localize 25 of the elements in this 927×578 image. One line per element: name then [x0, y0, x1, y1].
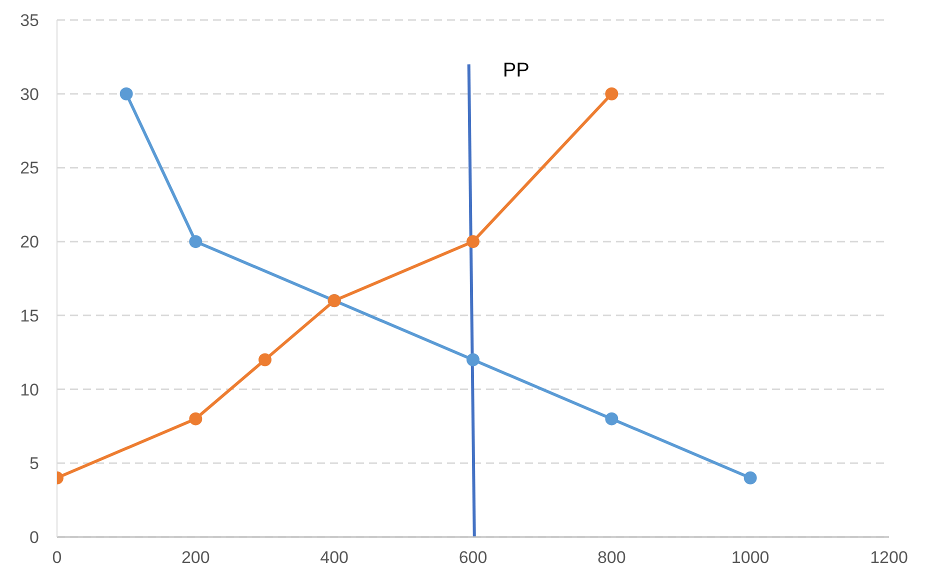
point	[258, 353, 272, 366]
point	[120, 87, 133, 100]
y-tick-label: 15	[20, 306, 39, 326]
y-tick-label: 25	[20, 158, 39, 178]
x-tick-label: 800	[597, 548, 626, 568]
y-tick-label: 35	[20, 11, 39, 30]
x-tick-label: 600	[458, 548, 488, 568]
point	[605, 87, 618, 100]
x-tick-label: 1200	[870, 548, 908, 568]
x-tick-label: 400	[320, 548, 349, 568]
point	[466, 235, 480, 248]
y-tick-label: 10	[20, 380, 39, 400]
point	[466, 353, 480, 366]
y-tick-label: 5	[30, 454, 39, 474]
point	[744, 471, 757, 484]
y-tick-label: 0	[30, 528, 39, 548]
point	[189, 412, 202, 426]
point	[189, 235, 202, 248]
y-tick-label: 20	[20, 232, 39, 252]
series-label: PP	[502, 59, 530, 82]
y-tick-label: 30	[20, 84, 39, 104]
point	[605, 412, 618, 426]
x-tick-label: 200	[181, 548, 210, 568]
x-tick-label: 1000	[731, 548, 770, 568]
x-tick-label: 0	[52, 548, 62, 568]
